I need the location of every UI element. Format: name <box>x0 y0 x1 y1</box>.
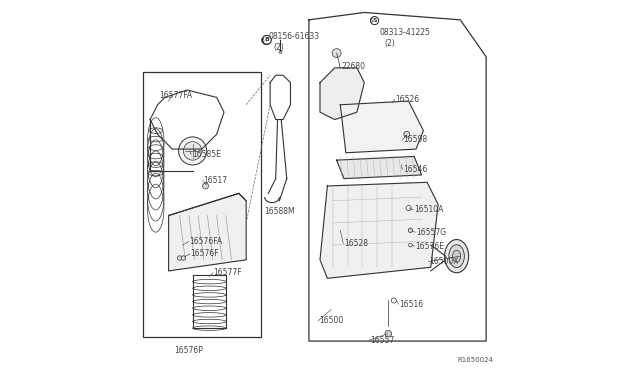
Circle shape <box>279 51 282 54</box>
Text: 16517: 16517 <box>204 176 228 185</box>
Bar <box>143 71 261 337</box>
Circle shape <box>371 16 379 25</box>
Text: 16576F: 16576F <box>190 250 219 259</box>
Circle shape <box>385 330 392 337</box>
Text: 16510A: 16510A <box>414 205 444 215</box>
Circle shape <box>179 137 207 165</box>
Text: S: S <box>369 18 372 23</box>
Text: 16557G: 16557G <box>416 228 446 237</box>
Text: 16576FA: 16576FA <box>189 237 222 246</box>
Circle shape <box>262 35 271 44</box>
Circle shape <box>391 298 396 303</box>
Polygon shape <box>340 101 424 153</box>
Text: (2): (2) <box>274 43 285 52</box>
Circle shape <box>404 131 410 137</box>
Circle shape <box>408 228 413 232</box>
Circle shape <box>262 36 271 45</box>
Ellipse shape <box>449 245 465 267</box>
Text: 16585E: 16585E <box>193 150 221 159</box>
Ellipse shape <box>445 240 468 273</box>
Circle shape <box>371 17 378 24</box>
Circle shape <box>332 49 341 58</box>
Text: 16546: 16546 <box>403 165 428 174</box>
Text: 16577FA: 16577FA <box>159 91 193 100</box>
Text: 16588M: 16588M <box>264 207 294 217</box>
Text: 16516: 16516 <box>399 300 424 309</box>
Text: R1650024: R1650024 <box>458 357 493 363</box>
Polygon shape <box>168 193 246 271</box>
Text: 16557: 16557 <box>370 336 394 345</box>
Ellipse shape <box>452 250 461 262</box>
Text: 08313-41225: 08313-41225 <box>379 28 430 37</box>
Text: B: B <box>261 38 264 43</box>
Circle shape <box>181 256 186 260</box>
Circle shape <box>406 206 411 211</box>
Circle shape <box>203 183 209 189</box>
Circle shape <box>177 256 182 260</box>
Polygon shape <box>320 68 364 119</box>
Text: 16528: 16528 <box>344 239 369 248</box>
Text: 08156-61633: 08156-61633 <box>268 32 319 41</box>
Circle shape <box>408 243 412 247</box>
Text: S: S <box>372 18 377 23</box>
Circle shape <box>184 142 202 160</box>
Text: (2): (2) <box>385 39 396 48</box>
Polygon shape <box>320 182 438 278</box>
Text: 16576E: 16576E <box>415 242 444 251</box>
Text: 22680: 22680 <box>341 61 365 71</box>
Text: B: B <box>264 37 269 42</box>
Text: 16500X: 16500X <box>429 257 458 266</box>
Text: 16577F: 16577F <box>213 268 241 277</box>
Text: 16598: 16598 <box>403 135 428 144</box>
Text: 16526: 16526 <box>396 95 420 104</box>
Text: 16576P: 16576P <box>174 346 203 355</box>
Polygon shape <box>337 157 422 179</box>
Text: 16500: 16500 <box>319 316 343 325</box>
